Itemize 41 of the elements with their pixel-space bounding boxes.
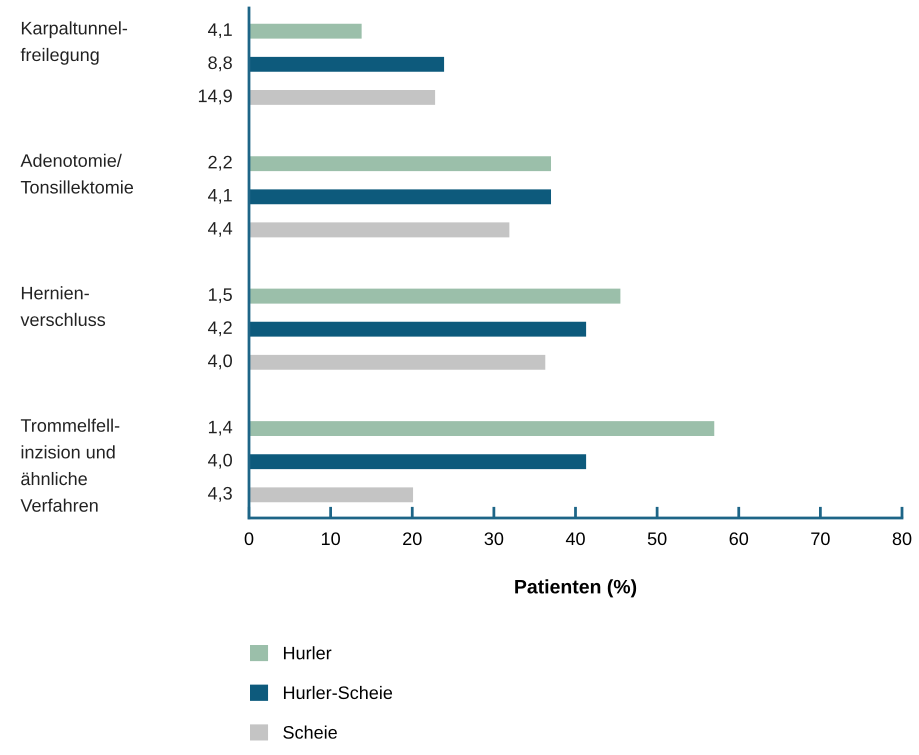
bar (249, 56, 444, 72)
x-tick-label: 20 (403, 532, 422, 546)
text: 4,1 (208, 23, 232, 38)
x-axis-title: Patienten (%) (515, 579, 636, 598)
x-tick-label: 60 (730, 532, 748, 546)
bar (249, 354, 546, 370)
y-tick-label: Hernien- verschluss (20, 286, 106, 326)
bar (249, 189, 552, 204)
text: 4,1 (208, 189, 232, 204)
x-tick-label: 50 (648, 532, 666, 546)
x-tick-label: 0 (244, 532, 254, 546)
bar (249, 222, 510, 238)
x-tick-label: 40 (566, 532, 585, 546)
text: 8,8 (208, 56, 232, 72)
text: 14,9 (198, 89, 232, 104)
bar (249, 487, 414, 502)
legend-label: Hurler (284, 646, 332, 660)
text: 4,2 (208, 321, 232, 336)
bar (249, 421, 714, 436)
y-tick-label: Adenotomie/ Tonsillektomie (20, 154, 134, 194)
bar (249, 454, 586, 470)
x-tick-label: 80 (892, 532, 912, 546)
x-tick-label: 10 (322, 532, 340, 546)
text: 4,0 (208, 454, 232, 469)
x-tick-label: 30 (484, 532, 504, 546)
text: 1,4 (208, 420, 232, 436)
y-tick-label: Trommelfell- inzision und ähnliche Verfahren (20, 418, 120, 512)
y-tick-label: Karpaltunnel- freilegung (20, 21, 128, 65)
x-tick-label: 70 (811, 532, 830, 546)
legend-label: Scheie (283, 726, 337, 739)
bar (249, 24, 362, 39)
text: 1,5 (208, 288, 232, 304)
bar (249, 288, 620, 304)
legend-label: Hurler-Scheie (284, 686, 392, 700)
bar (249, 156, 552, 172)
text: 4,4 (208, 222, 232, 237)
text: 4,3 (208, 486, 232, 502)
bar (249, 90, 436, 105)
text: 4,0 (208, 354, 232, 370)
text: 2,2 (208, 156, 232, 171)
bar (249, 322, 586, 337)
